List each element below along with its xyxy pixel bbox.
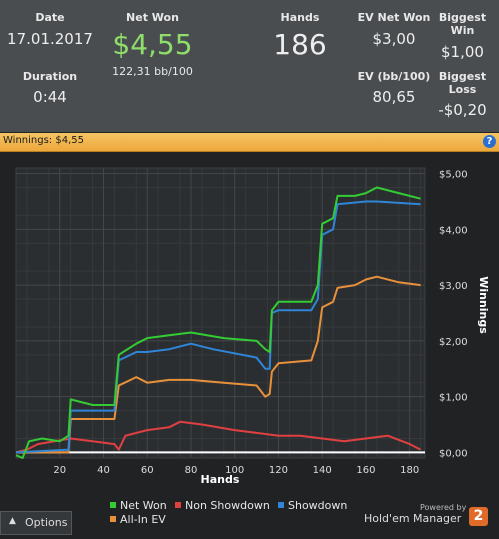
- x-tick-label: 20: [53, 465, 66, 476]
- legend-item-non-showdown[interactable]: Non Showdown: [175, 499, 270, 512]
- ev-net-won-label: EV Net Won: [357, 11, 431, 24]
- ev-net-won-value: $3,00: [372, 30, 416, 48]
- hm2-logo-icon: 2: [469, 507, 488, 526]
- duration-value: 0:44: [33, 88, 67, 106]
- plot-background: [15, 167, 426, 459]
- stats-panel: Date 17.01.2017 Duration 0:44 Net Won $4…: [0, 0, 499, 132]
- x-tick-label: 60: [141, 465, 154, 476]
- ev-bb100-stat: EV (bb/100) 80,65: [355, 70, 433, 106]
- ev-net-won-stat: EV Net Won $3,00: [355, 11, 433, 48]
- legend-swatch: [278, 502, 284, 508]
- winnings-title: Winnings: $4,55: [3, 135, 84, 146]
- y-tick-label: $0,00: [439, 448, 468, 459]
- net-won-value: $4,55: [112, 28, 193, 61]
- biggest-loss-stat: Biggest Loss -$0,20: [426, 70, 499, 119]
- x-axis-label: Hands: [201, 473, 240, 486]
- hands-label: Hands: [280, 11, 320, 24]
- y-tick-label: $4,00: [439, 225, 468, 236]
- ev-bb100-label: EV (bb/100): [357, 70, 431, 83]
- duration-stat: Duration 0:44: [0, 70, 100, 106]
- series-line-all-in-ev: [16, 275, 421, 454]
- x-tick-label: 100: [225, 465, 244, 476]
- chevron-up-icon: ▲: [9, 516, 16, 526]
- biggest-win-value: $1,00: [441, 43, 484, 61]
- series-line-non-showdown: [15, 420, 422, 454]
- winnings-title-bar: Winnings: $4,55 ?: [0, 133, 499, 152]
- y-tick-label: $5,00: [439, 170, 468, 181]
- y-tick-label: $2,00: [439, 337, 468, 348]
- x-tick-label: 40: [97, 465, 110, 476]
- net-won-stat: Net Won $4,55 122,31 bb/100: [100, 11, 205, 78]
- legend-label: All-In EV: [120, 513, 166, 526]
- winnings-chart-area: 20 40 60 80 100 120 140 160 180 $0,00 $1,00 $2,00 $3…: [0, 152, 499, 539]
- duration-label: Duration: [22, 70, 78, 83]
- legend-item-net-won[interactable]: Net Won: [110, 499, 167, 512]
- series-line-net-won: [15, 186, 421, 459]
- legend-item-showdown[interactable]: Showdown: [278, 499, 347, 512]
- x-tick-label: 160: [356, 465, 375, 476]
- biggest-win-label: Biggest Win: [438, 11, 487, 37]
- legend-label: Non Showdown: [185, 499, 270, 512]
- net-won-label: Net Won: [126, 11, 179, 24]
- hands-value: 186: [273, 28, 327, 61]
- x-tick-label: 80: [185, 465, 198, 476]
- legend-swatch: [110, 516, 116, 522]
- y-tick-label: $3,00: [439, 281, 468, 292]
- date-label: Date: [35, 11, 65, 24]
- legend-swatch: [175, 502, 181, 508]
- powered-by-text: Powered by: [420, 503, 467, 512]
- date-stat: Date 17.01.2017: [0, 11, 100, 48]
- biggest-loss-value: -$0,20: [438, 101, 487, 119]
- brand-name: Hold'em Manager: [364, 512, 462, 525]
- options-button[interactable]: ▲ Options: [0, 511, 72, 535]
- options-label: Options: [25, 516, 68, 529]
- legend-item-all-in-ev[interactable]: All-In EV: [110, 513, 166, 526]
- x-tick-label: 180: [400, 465, 419, 476]
- y-tick-label: $1,00: [439, 393, 468, 404]
- legend-label: Net Won: [120, 499, 167, 512]
- date-value: 17.01.2017: [7, 30, 93, 48]
- ev-bb100-value: 80,65: [372, 88, 416, 106]
- legend-swatch: [110, 502, 116, 508]
- biggest-win-stat: Biggest Win $1,00: [426, 11, 499, 61]
- hands-stat: Hands 186: [250, 11, 350, 61]
- y-axis-label: Winnings: [477, 276, 490, 334]
- biggest-loss-label: Biggest Loss: [438, 70, 487, 96]
- help-icon[interactable]: ?: [483, 135, 496, 148]
- net-won-bb100: 122,31 bb/100: [112, 65, 193, 78]
- x-tick-label: 120: [269, 465, 288, 476]
- winnings-chart: 20 40 60 80 100 120 140 160 180 $0,00 $1,00 $2,00 $3…: [15, 167, 490, 486]
- legend-label: Showdown: [288, 499, 348, 512]
- x-tick-label: 140: [313, 465, 332, 476]
